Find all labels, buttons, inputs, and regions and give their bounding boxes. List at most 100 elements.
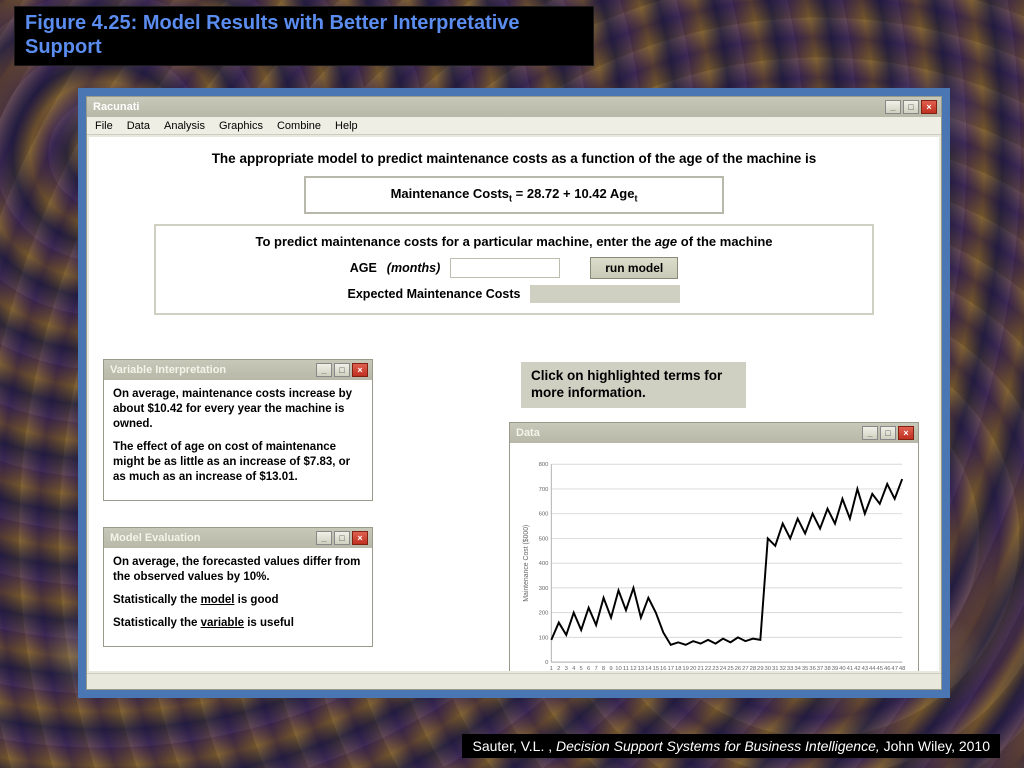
citation-title: Decision Support Systems for Business In… xyxy=(556,738,884,754)
varinterp-titlebar: Variable Interpretation _ □ × xyxy=(104,360,372,380)
minimize-button[interactable]: _ xyxy=(885,100,901,114)
formula-rhs-sub: t xyxy=(634,194,637,204)
svg-text:39: 39 xyxy=(832,666,839,671)
menu-combine[interactable]: Combine xyxy=(277,120,321,132)
svg-text:9: 9 xyxy=(609,666,612,671)
data-window: Data _ □ × 01002003004005006007008001234… xyxy=(509,422,919,671)
modeval-minimize-button[interactable]: _ xyxy=(316,531,332,545)
menu-file[interactable]: File xyxy=(95,120,113,132)
line-chart: 0100200300400500600700800123456789101112… xyxy=(518,449,910,671)
svg-text:36: 36 xyxy=(809,666,816,671)
varinterp-p2: The effect of age on cost of maintenance… xyxy=(113,440,363,485)
svg-text:42: 42 xyxy=(854,666,861,671)
menu-data[interactable]: Data xyxy=(127,120,150,132)
run-model-button[interactable]: run model xyxy=(590,257,678,279)
age-unit: (months) xyxy=(387,261,440,275)
modeval-maximize-button[interactable]: □ xyxy=(334,531,350,545)
citation-author: Sauter, V.L. , xyxy=(472,738,556,754)
app-window: Racunati _ □ × File Data Analysis Graphi… xyxy=(86,96,942,690)
svg-text:400: 400 xyxy=(539,561,550,567)
varinterp-title: Variable Interpretation xyxy=(108,364,316,376)
svg-text:20: 20 xyxy=(690,666,697,671)
modeval-p3b: is useful xyxy=(244,617,294,629)
modeval-title: Model Evaluation xyxy=(108,532,316,544)
svg-text:48: 48 xyxy=(899,666,906,671)
svg-text:26: 26 xyxy=(735,666,742,671)
svg-text:34: 34 xyxy=(794,666,801,671)
svg-text:12: 12 xyxy=(630,666,637,671)
predict-prompt: To predict maintenance costs for a parti… xyxy=(168,234,860,249)
svg-text:11: 11 xyxy=(623,666,629,671)
svg-text:7: 7 xyxy=(594,666,597,671)
svg-text:37: 37 xyxy=(817,666,824,671)
menu-analysis[interactable]: Analysis xyxy=(164,120,205,132)
model-evaluation-window: Model Evaluation _ □ × On average, the f… xyxy=(103,527,373,647)
predict-prompt-ital: age xyxy=(655,234,677,249)
svg-text:24: 24 xyxy=(720,666,727,671)
svg-text:Maintenance Cost ($000): Maintenance Cost ($000) xyxy=(523,525,530,602)
svg-text:18: 18 xyxy=(675,666,682,671)
svg-text:1: 1 xyxy=(550,666,553,671)
menu-graphics[interactable]: Graphics xyxy=(219,120,263,132)
svg-text:43: 43 xyxy=(862,666,869,671)
svg-text:300: 300 xyxy=(539,586,550,592)
svg-text:46: 46 xyxy=(884,666,891,671)
citation-rest: John Wiley, 2010 xyxy=(884,738,990,754)
svg-text:32: 32 xyxy=(779,666,786,671)
predict-prompt-suffix: of the machine xyxy=(677,234,772,249)
svg-text:14: 14 xyxy=(645,666,652,671)
app-body: The appropriate model to predict mainten… xyxy=(89,137,939,671)
citation: Sauter, V.L. , Decision Support Systems … xyxy=(462,734,1000,758)
hint-box: Click on highlighted terms for more info… xyxy=(521,362,746,408)
svg-text:29: 29 xyxy=(757,666,764,671)
svg-text:35: 35 xyxy=(802,666,809,671)
svg-text:44: 44 xyxy=(869,666,876,671)
svg-text:16: 16 xyxy=(660,666,667,671)
modeval-p1: On average, the forecasted values differ… xyxy=(113,555,363,585)
svg-text:38: 38 xyxy=(824,666,831,671)
data-close-button[interactable]: × xyxy=(898,426,914,440)
svg-text:600: 600 xyxy=(539,512,550,518)
formula-lhs: Maintenance Costs xyxy=(391,186,509,201)
figure-caption: Figure 4.25: Model Results with Better I… xyxy=(14,6,594,66)
menubar: File Data Analysis Graphics Combine Help xyxy=(87,117,941,135)
svg-text:13: 13 xyxy=(638,666,645,671)
expected-label: Expected Maintenance Costs xyxy=(348,287,521,301)
modeval-p2-underline[interactable]: model xyxy=(201,594,235,606)
age-input[interactable] xyxy=(450,258,560,278)
modeval-p2b: is good xyxy=(234,594,278,606)
svg-text:45: 45 xyxy=(876,666,883,671)
svg-text:10: 10 xyxy=(615,666,622,671)
svg-text:700: 700 xyxy=(539,487,550,493)
close-button[interactable]: × xyxy=(921,100,937,114)
svg-text:40: 40 xyxy=(839,666,846,671)
svg-text:100: 100 xyxy=(539,635,550,641)
svg-text:5: 5 xyxy=(580,666,584,671)
slide-frame: Racunati _ □ × File Data Analysis Graphi… xyxy=(78,88,950,698)
statusbar xyxy=(87,673,941,689)
svg-text:19: 19 xyxy=(682,666,689,671)
modeval-close-button[interactable]: × xyxy=(352,531,368,545)
predict-prompt-prefix: To predict maintenance costs for a parti… xyxy=(255,234,654,249)
formula-box: Maintenance Costst = 28.72 + 10.42 Aget xyxy=(304,176,724,214)
svg-text:28: 28 xyxy=(750,666,757,671)
varinterp-minimize-button[interactable]: _ xyxy=(316,363,332,377)
varinterp-close-button[interactable]: × xyxy=(352,363,368,377)
app-title: Racunati xyxy=(91,101,885,113)
varinterp-maximize-button[interactable]: □ xyxy=(334,363,350,377)
modeval-p2: Statistically the model is good xyxy=(113,593,363,608)
modeval-p3-underline[interactable]: variable xyxy=(201,617,244,629)
data-minimize-button[interactable]: _ xyxy=(862,426,878,440)
svg-text:47: 47 xyxy=(891,666,898,671)
data-maximize-button[interactable]: □ xyxy=(880,426,896,440)
svg-text:0: 0 xyxy=(545,660,549,666)
menu-help[interactable]: Help xyxy=(335,120,358,132)
svg-text:8: 8 xyxy=(602,666,606,671)
modeval-p3a: Statistically the xyxy=(113,617,201,629)
svg-text:15: 15 xyxy=(653,666,660,671)
model-heading: The appropriate model to predict mainten… xyxy=(89,137,939,176)
window-controls: _ □ × xyxy=(885,100,937,114)
maximize-button[interactable]: □ xyxy=(903,100,919,114)
svg-text:33: 33 xyxy=(787,666,794,671)
expected-output xyxy=(530,285,680,303)
